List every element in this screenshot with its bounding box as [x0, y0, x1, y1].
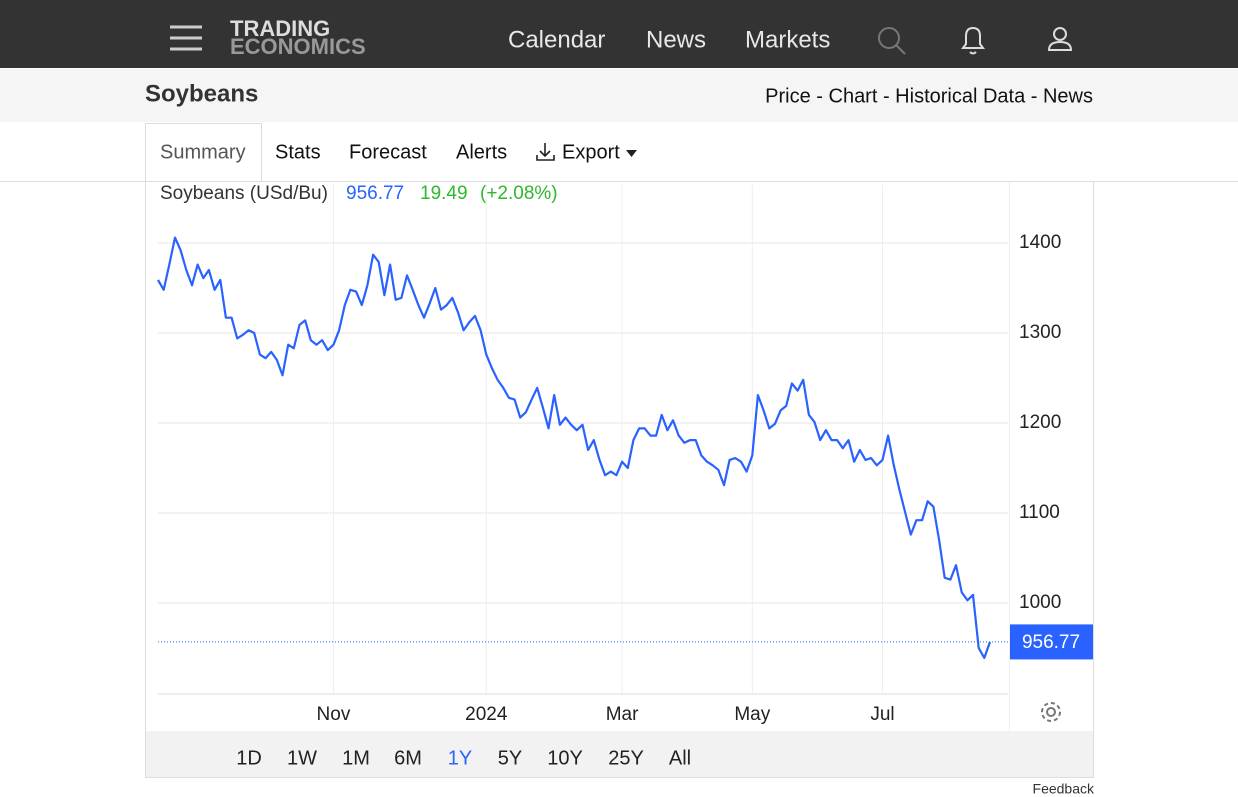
user-icon[interactable] — [1047, 27, 1073, 51]
bell-icon[interactable] — [961, 26, 985, 55]
y-tick-label: 1400 — [1019, 232, 1061, 253]
last-price: 956.77 — [346, 183, 404, 204]
range-button[interactable]: 5Y — [498, 747, 522, 769]
legend-name: Soybeans (USd/Bu) — [160, 183, 328, 204]
x-tick-label: Jul — [870, 704, 894, 725]
range-button[interactable]: 1M — [342, 747, 370, 769]
tab[interactable]: Stats — [275, 141, 321, 163]
chart-frame — [145, 182, 1094, 778]
price-change-percent: (+2.08%) — [480, 183, 558, 204]
range-button[interactable]: 10Y — [547, 747, 583, 769]
range-button[interactable]: 1W — [287, 747, 317, 769]
last-price-badge — [1010, 624, 1093, 660]
tab[interactable]: Export — [562, 141, 620, 163]
x-tick-label: Nov — [317, 704, 351, 725]
x-tick-label: May — [734, 704, 770, 725]
y-tick-label: 1100 — [1019, 502, 1060, 523]
settings-icon[interactable] — [1041, 702, 1061, 722]
dropdown-caret — [626, 150, 637, 157]
search-icon[interactable] — [878, 27, 906, 55]
y-tick-label: 1300 — [1019, 322, 1061, 343]
price-change: 19.49 — [420, 183, 468, 204]
tab[interactable]: Alerts — [456, 141, 507, 163]
active-tab — [145, 123, 262, 181]
logo[interactable]: ECONOMICS — [230, 34, 366, 59]
y-tick-label: 1000 — [1019, 592, 1061, 613]
header-bar — [0, 69, 1238, 122]
feedback-link[interactable]: Feedback — [1033, 781, 1095, 797]
y-tick-label: 1200 — [1019, 412, 1061, 433]
menu-icon[interactable] — [170, 25, 202, 51]
header-links[interactable]: Price - Chart - Historical Data - News — [765, 85, 1093, 107]
x-tick-label: Mar — [606, 704, 639, 725]
download-icon[interactable] — [536, 143, 555, 161]
range-button[interactable]: All — [669, 747, 691, 769]
range-button[interactable]: 25Y — [608, 747, 644, 769]
nav-link[interactable]: Markets — [745, 26, 830, 53]
nav-link[interactable]: Calendar — [508, 26, 605, 53]
tab[interactable]: Summary — [160, 141, 246, 163]
range-button[interactable]: 1Y — [448, 747, 472, 769]
range-button[interactable]: 6M — [394, 747, 422, 769]
nav-link[interactable]: News — [646, 26, 706, 53]
range-button[interactable]: 1D — [236, 747, 262, 769]
tab[interactable]: Forecast — [349, 141, 427, 163]
page-title: Soybeans — [145, 80, 258, 107]
x-tick-label: 2024 — [465, 704, 508, 725]
last-price-label: 956.77 — [1022, 632, 1080, 653]
nav-bar — [0, 0, 1238, 68]
range-bar — [146, 731, 1093, 777]
price-line — [157, 236, 992, 659]
logo[interactable]: TRADING — [230, 16, 330, 41]
